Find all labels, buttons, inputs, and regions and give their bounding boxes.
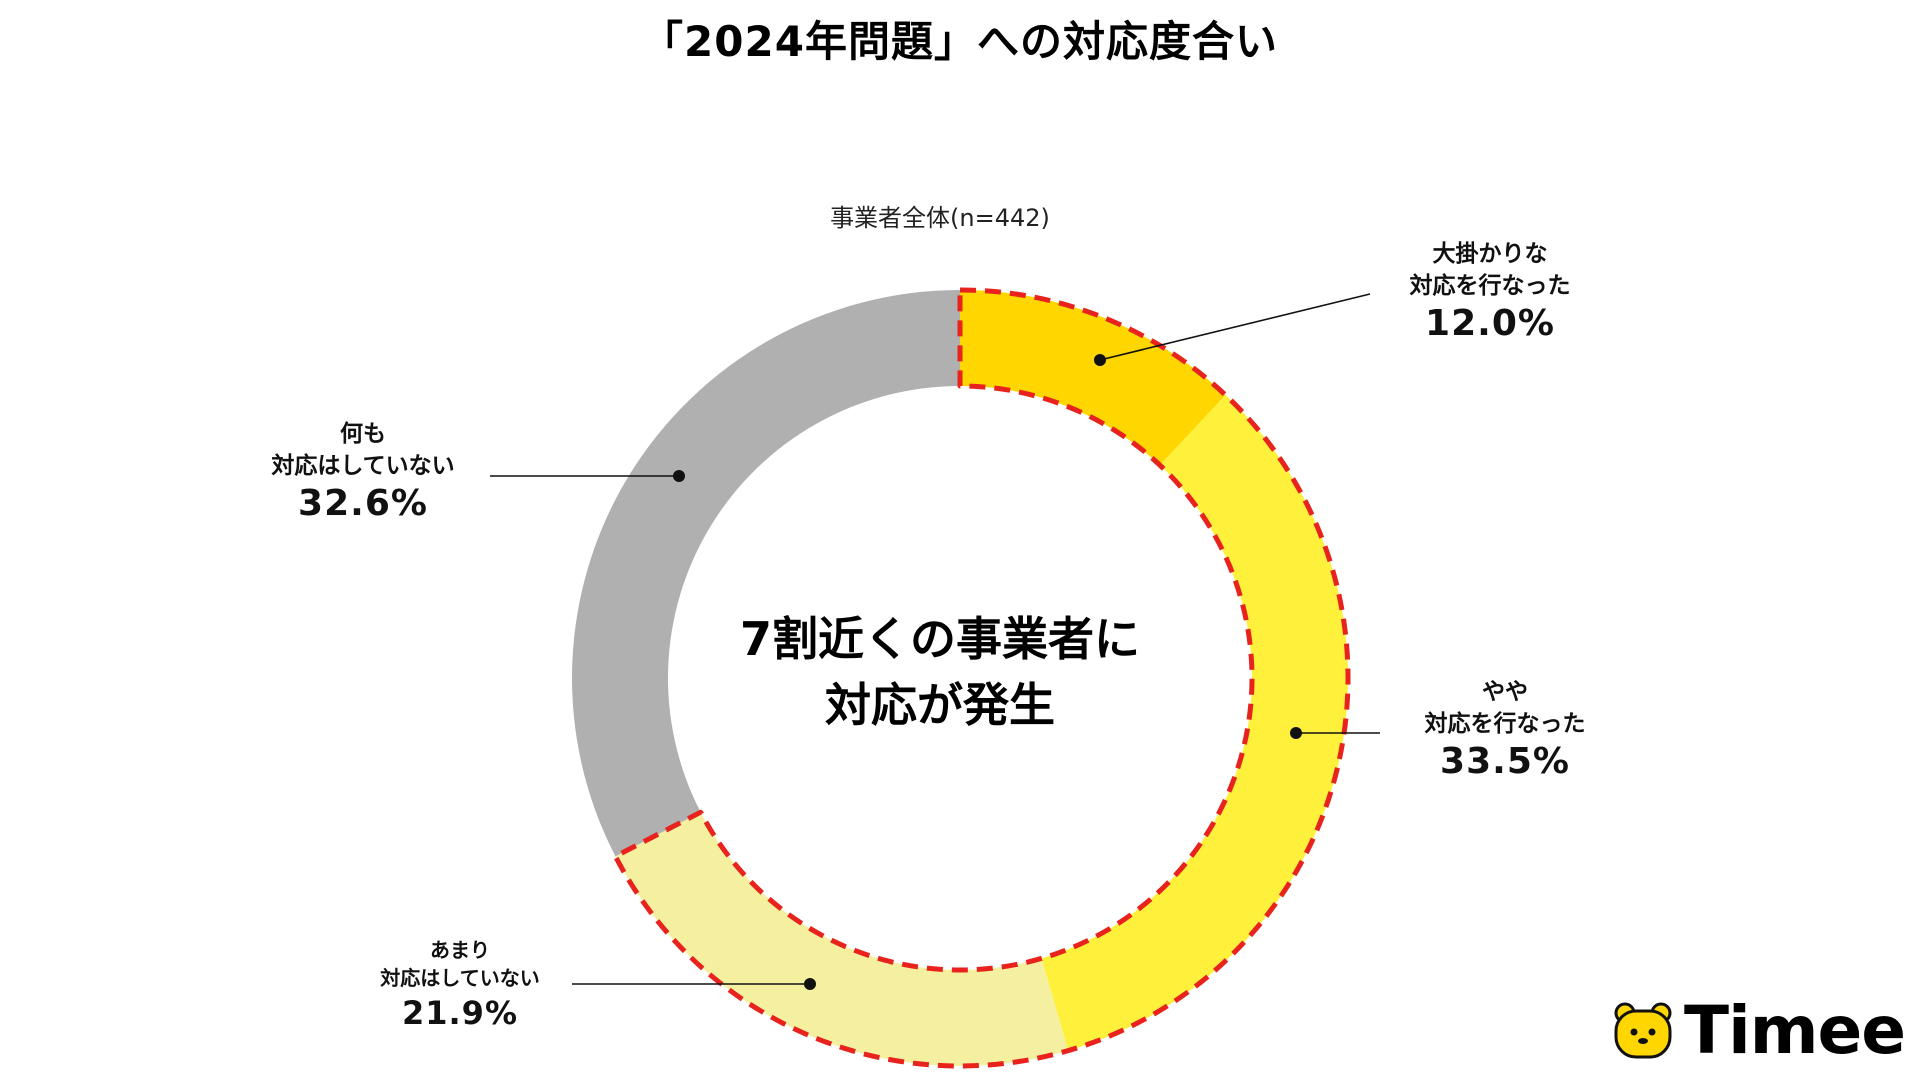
slice-label-no-response: 何も 対応はしていない 32.6%: [228, 418, 498, 526]
slice-no-response: [572, 290, 960, 857]
slice-label-some-response: やや 対応を行なった 33.5%: [1380, 676, 1630, 784]
slice-value-label: 12.0%: [1425, 303, 1555, 344]
slice-label-large-response: 大掛かりな 対応を行なった 12.0%: [1360, 238, 1620, 346]
slice-category-label: あまり 対応はしていない: [380, 938, 540, 990]
brand-name: Timee: [1684, 992, 1906, 1069]
bear-face-icon: [1614, 1002, 1672, 1059]
leader-dot: [1290, 727, 1302, 739]
slice-large-response: [960, 290, 1226, 466]
leader-dot: [804, 978, 816, 990]
slice-category-label: 何も 対応はしていない: [271, 421, 455, 479]
slice-value-label: 33.5%: [1440, 741, 1570, 782]
slice-little-response: [615, 812, 1069, 1066]
slice-value-label: 21.9%: [401, 994, 518, 1032]
leader-dot: [1094, 354, 1106, 366]
chart-subtitle: 事業者全体(n=442): [830, 204, 1050, 232]
center-annotation-line-2: 対応が発生: [825, 678, 1055, 732]
chart-title: 「2024年問題」への対応度合い: [641, 17, 1278, 66]
slice-category-label: 大掛かりな 対応を行なった: [1409, 241, 1571, 299]
center-annotation-line-1: 7割近くの事業者に: [739, 612, 1140, 666]
leader-dot: [673, 470, 685, 482]
slice-some-response: [1041, 395, 1348, 1051]
slice-value-label: 32.6%: [298, 483, 428, 524]
center-annotation: 7割近くの事業者に 対応が発生: [640, 606, 1240, 738]
slice-category-label: やや 対応を行なった: [1424, 679, 1586, 737]
brand-logo: Timee: [1612, 992, 1906, 1069]
leader-line: [1099, 293, 1371, 361]
highlight-outline: [612, 287, 1351, 1069]
slice-label-little-response: あまり 対応はしていない 21.9%: [340, 936, 580, 1034]
